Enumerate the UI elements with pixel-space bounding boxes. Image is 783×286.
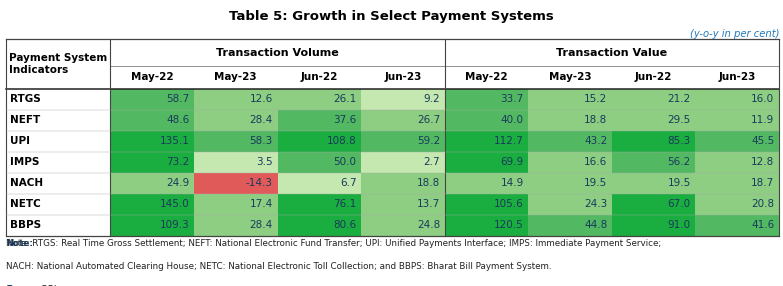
Text: IMPS: IMPS: [10, 157, 40, 167]
Text: UPI: UPI: [10, 136, 31, 146]
Text: 76.1: 76.1: [334, 199, 356, 209]
Text: 12.6: 12.6: [250, 94, 273, 104]
Text: May-23: May-23: [549, 72, 591, 82]
Text: Note:: Note:: [6, 239, 33, 248]
Text: 24.9: 24.9: [166, 178, 189, 188]
Text: 24.8: 24.8: [417, 221, 440, 231]
Text: 73.2: 73.2: [166, 157, 189, 167]
Text: 91.0: 91.0: [668, 221, 691, 231]
Text: 40.0: 40.0: [500, 115, 524, 125]
Text: 13.7: 13.7: [417, 199, 440, 209]
Text: 18.8: 18.8: [584, 115, 608, 125]
Text: 15.2: 15.2: [584, 94, 608, 104]
Text: 9.2: 9.2: [424, 94, 440, 104]
Text: 29.5: 29.5: [668, 115, 691, 125]
Text: 112.7: 112.7: [494, 136, 524, 146]
Text: 19.5: 19.5: [668, 178, 691, 188]
Text: Transaction Volume: Transaction Volume: [216, 48, 339, 58]
Text: 48.6: 48.6: [166, 115, 189, 125]
Text: 14.9: 14.9: [500, 178, 524, 188]
Text: 11.9: 11.9: [751, 115, 774, 125]
Text: 120.5: 120.5: [494, 221, 524, 231]
Text: 59.2: 59.2: [417, 136, 440, 146]
Text: May-23: May-23: [215, 72, 257, 82]
Text: 26.7: 26.7: [417, 115, 440, 125]
Text: 2.7: 2.7: [424, 157, 440, 167]
Text: Transaction Value: Transaction Value: [557, 48, 667, 58]
Text: Payment System
Indicators: Payment System Indicators: [9, 53, 107, 75]
Text: May-22: May-22: [131, 72, 174, 82]
Text: 21.2: 21.2: [668, 94, 691, 104]
Text: -14.3: -14.3: [246, 178, 273, 188]
Text: 43.2: 43.2: [584, 136, 608, 146]
Text: 44.8: 44.8: [584, 221, 608, 231]
Text: Note: RTGS: Real Time Gross Settlement; NEFT: National Electronic Fund Transfer;: Note: RTGS: Real Time Gross Settlement; …: [6, 239, 662, 248]
Text: 28.4: 28.4: [250, 115, 273, 125]
Text: 85.3: 85.3: [668, 136, 691, 146]
Text: 3.5: 3.5: [256, 157, 273, 167]
Text: 16.6: 16.6: [584, 157, 608, 167]
Text: NETC: NETC: [10, 199, 41, 209]
Text: 37.6: 37.6: [334, 115, 356, 125]
Text: 16.0: 16.0: [751, 94, 774, 104]
Text: 18.8: 18.8: [417, 178, 440, 188]
Text: Jun-22: Jun-22: [635, 72, 673, 82]
Text: 67.0: 67.0: [668, 199, 691, 209]
Text: 19.5: 19.5: [584, 178, 608, 188]
Text: Jun-22: Jun-22: [301, 72, 338, 82]
Text: 33.7: 33.7: [500, 94, 524, 104]
Text: NACH: National Automated Clearing House; NETC: National Electronic Toll Collecti: NACH: National Automated Clearing House;…: [6, 262, 552, 271]
Text: Source:: Source:: [6, 285, 44, 286]
Text: May-22: May-22: [465, 72, 508, 82]
Text: 109.3: 109.3: [160, 221, 189, 231]
Text: 6.7: 6.7: [340, 178, 356, 188]
Text: 12.8: 12.8: [751, 157, 774, 167]
Text: NACH: NACH: [10, 178, 43, 188]
Text: 105.6: 105.6: [494, 199, 524, 209]
Text: 69.9: 69.9: [500, 157, 524, 167]
Text: RTGS: RTGS: [10, 94, 41, 104]
Text: 26.1: 26.1: [334, 94, 356, 104]
Text: 45.5: 45.5: [751, 136, 774, 146]
Text: BBPS: BBPS: [10, 221, 41, 231]
Text: 41.6: 41.6: [751, 221, 774, 231]
Text: NEFT: NEFT: [10, 115, 41, 125]
Text: 135.1: 135.1: [160, 136, 189, 146]
Text: 58.7: 58.7: [166, 94, 189, 104]
Text: Jun-23: Jun-23: [719, 72, 756, 82]
Text: (y-o-y in per cent): (y-o-y in per cent): [690, 29, 779, 39]
Text: 17.4: 17.4: [250, 199, 273, 209]
Text: 24.3: 24.3: [584, 199, 608, 209]
Text: 56.2: 56.2: [668, 157, 691, 167]
Text: 18.7: 18.7: [751, 178, 774, 188]
Text: Jun-23: Jun-23: [384, 72, 421, 82]
Text: 108.8: 108.8: [327, 136, 356, 146]
Text: 58.3: 58.3: [250, 136, 273, 146]
Text: Source: RBI.: Source: RBI.: [6, 285, 60, 286]
Text: 80.6: 80.6: [334, 221, 356, 231]
Text: 145.0: 145.0: [160, 199, 189, 209]
Text: 20.8: 20.8: [751, 199, 774, 209]
Text: 50.0: 50.0: [334, 157, 356, 167]
Text: 28.4: 28.4: [250, 221, 273, 231]
Text: Table 5: Growth in Select Payment Systems: Table 5: Growth in Select Payment System…: [229, 10, 554, 23]
